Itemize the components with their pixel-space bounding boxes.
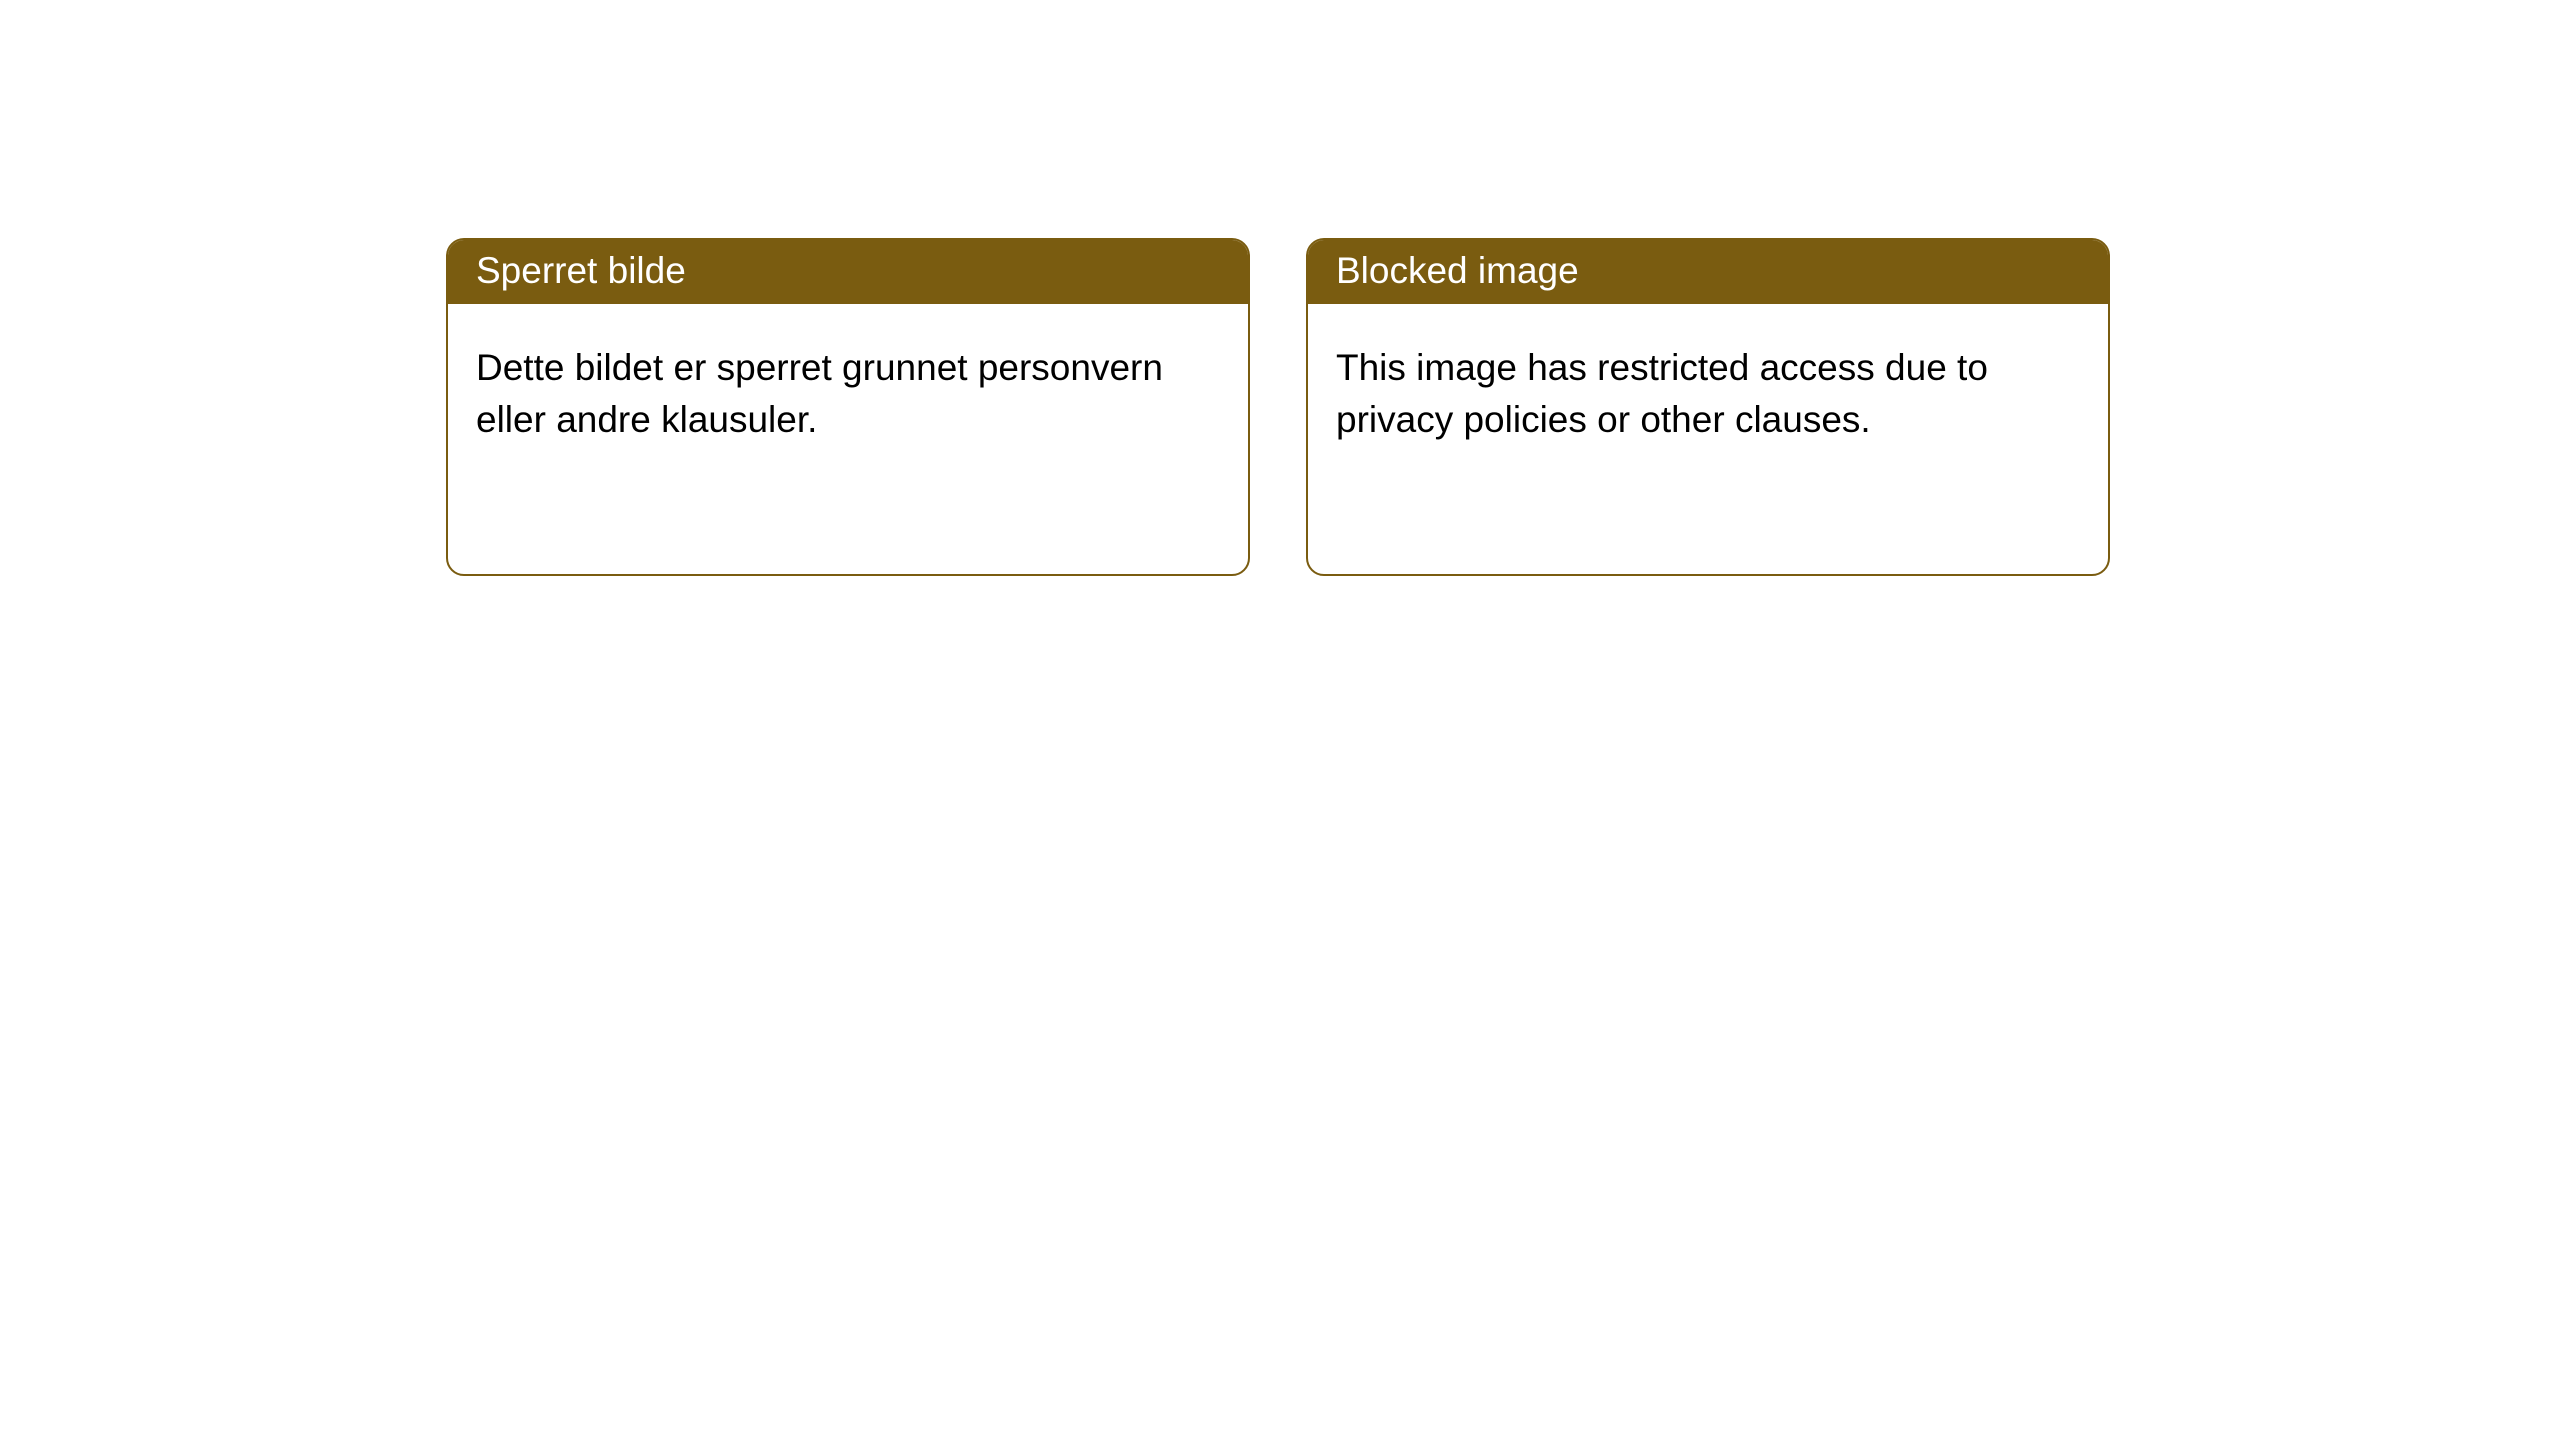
notice-box-english: Blocked image This image has restricted … — [1306, 238, 2110, 576]
notice-title: Blocked image — [1336, 250, 1579, 291]
notice-body: This image has restricted access due to … — [1308, 304, 2108, 474]
notice-header: Sperret bilde — [448, 240, 1248, 304]
notice-body: Dette bildet er sperret grunnet personve… — [448, 304, 1248, 474]
notice-body-text: This image has restricted access due to … — [1336, 347, 1988, 440]
notice-title: Sperret bilde — [476, 250, 686, 291]
notice-container: Sperret bilde Dette bildet er sperret gr… — [0, 0, 2560, 576]
notice-body-text: Dette bildet er sperret grunnet personve… — [476, 347, 1163, 440]
notice-header: Blocked image — [1308, 240, 2108, 304]
notice-box-norwegian: Sperret bilde Dette bildet er sperret gr… — [446, 238, 1250, 576]
